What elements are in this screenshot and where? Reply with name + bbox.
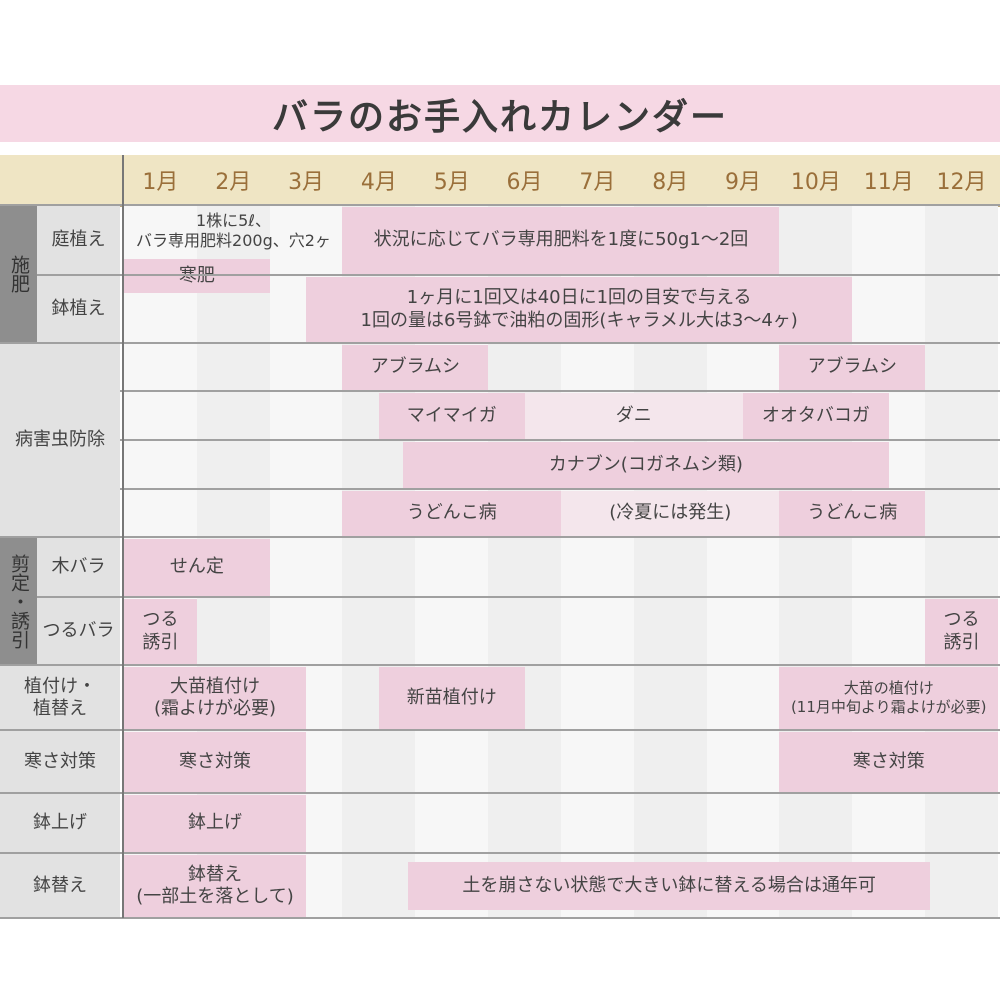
task-bar: アブラムシ [342,345,489,390]
task-bar: 鉢替え (一部土を落として) [124,855,307,917]
task-bar: うどんこ病 [342,491,561,536]
row-label: 鉢替え [0,853,120,918]
task-bar: 寒さ対策 [124,732,307,792]
task-bar: 1ヶ月に1回又は40日に1回の目安で与える 1回の量は6号鉢で油粕の固形(キャラ… [306,277,853,342]
row-label: 鉢上げ [0,793,120,853]
divider [122,155,124,918]
month-label: 9月 [725,170,762,195]
row-label: 木バラ [37,537,120,597]
month-label: 6月 [506,170,543,195]
grid-line [37,596,1000,598]
grid-line [0,792,1000,794]
category-label: 施肥 [0,205,37,343]
month-column [925,205,998,918]
task-bar: 土を崩さない状態で大きい鉢に替える場合は通年可 [408,862,931,910]
grid-line [0,536,1000,538]
task-bar: つる 誘引 [124,599,197,664]
month-label: 2月 [215,170,252,195]
grid-line [0,664,1000,666]
month-label: 10月 [790,170,841,195]
row-label: 寒さ対策 [0,730,120,793]
task-bar: ダニ [524,393,744,439]
task-bar: オオタバコガ [743,393,889,439]
task-bar: 寒さ対策 [779,732,998,792]
grid-line [37,274,1000,276]
row-label: 病害虫防除 [0,343,120,537]
month-label: 5月 [433,170,470,195]
grid-line [0,917,1000,919]
row-label: 植付け・ 植替え [0,665,120,730]
task-bar: 大苗植付け (霜よけが必要) [124,667,307,729]
grid-line [0,204,1000,206]
grid-line [0,852,1000,854]
month-label: 7月 [579,170,616,195]
month-label: 1月 [142,170,179,195]
category-label: 剪定・誘引 [0,537,37,665]
task-bar: マイマイガ [378,393,525,439]
page-title: バラのお手入れカレンダー [0,85,1000,142]
fertilizer-note: 1株に5ℓ、 バラ専用肥料200g、穴2ヶ [136,211,331,250]
task-bar: カナブン(コガネムシ類) [402,442,889,488]
grid-line [0,342,1000,344]
row-label: つるバラ [37,597,120,665]
task-bar: 新苗植付け [378,667,525,729]
task-bar: 大苗の植付け (11月中旬より霜よけが必要) [779,667,998,729]
task-bar: 鉢上げ [124,795,307,852]
grid-line [120,390,1000,392]
grid-line [120,488,1000,490]
grid-line [0,729,1000,731]
month-label: 4月 [360,170,397,195]
grid-line [120,439,1000,441]
task-bar: せん定 [124,539,270,596]
month-header: 1月 2月 3月 4月 5月 6月 7月 8月 9月 10月 11月 12月 [0,155,1000,207]
task-bar: アブラムシ [779,345,926,390]
task-bar: 寒肥 [124,259,270,293]
month-label: 3月 [288,170,325,195]
row-label: 庭植え [37,205,120,275]
month-label: 12月 [936,170,987,195]
task-bar: つる 誘引 [925,599,998,664]
month-label: 11月 [863,170,914,195]
row-label: 鉢植え [37,275,120,343]
month-column [852,205,926,918]
month-label: 8月 [652,170,689,195]
task-bar: (冷夏には発生) [560,491,780,536]
task-bar: 状況に応じてバラ専用肥料を1度に50g1〜2回 [342,207,780,274]
task-bar: うどんこ病 [779,491,926,536]
